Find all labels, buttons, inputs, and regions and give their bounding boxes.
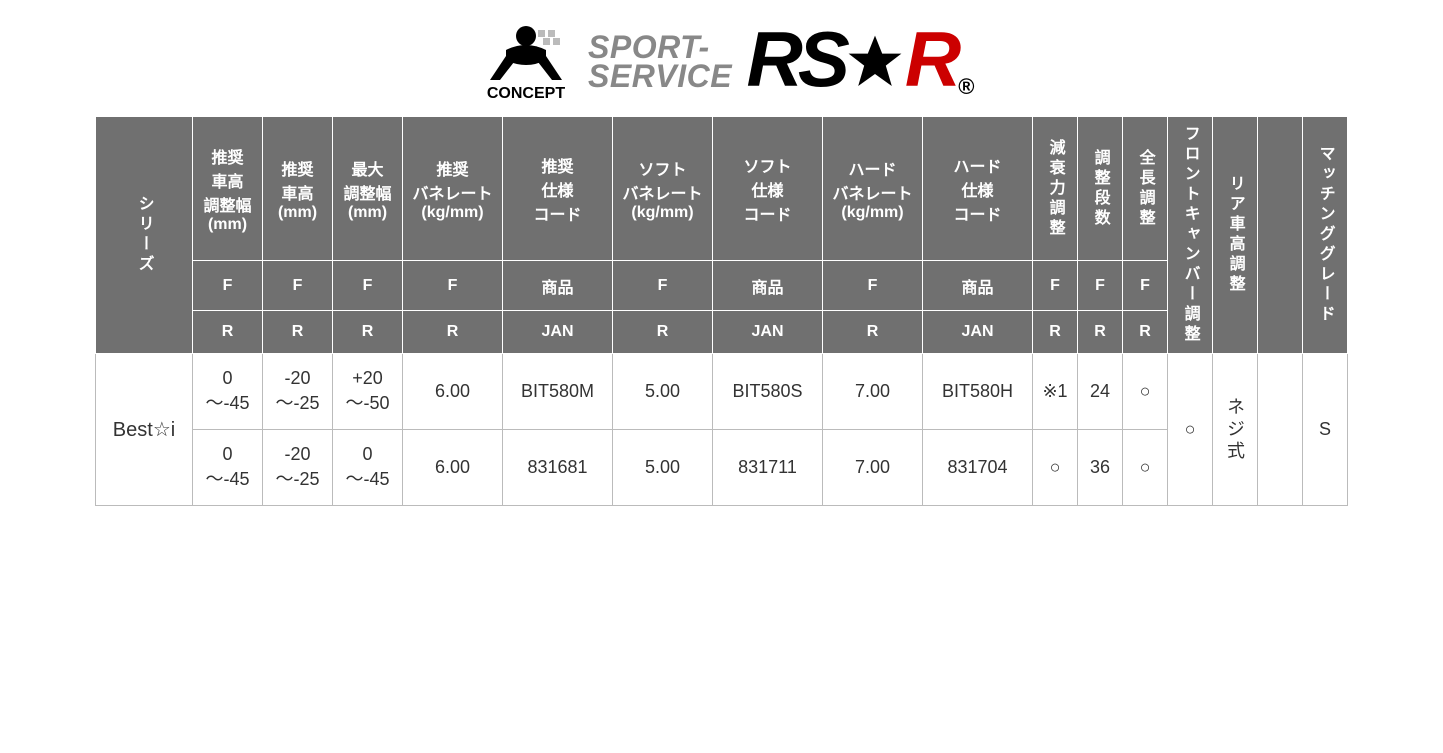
hdr-empty [1258, 117, 1303, 354]
cell: 0～-45 [193, 430, 263, 506]
cell: 831681 [503, 430, 613, 506]
cell: +20～-50 [333, 354, 403, 430]
hdr-col-7: ハードバネレート(kg/mm) [823, 117, 923, 261]
cell: ○ [1123, 354, 1168, 430]
hdr-r-11: R [1123, 311, 1168, 354]
cell: BIT580S [713, 354, 823, 430]
cell: 5.00 [613, 354, 713, 430]
cell: ○ [1033, 430, 1078, 506]
hdr-col-4: 推奨仕様コード [503, 117, 613, 261]
cell-matching: S [1303, 354, 1348, 506]
cell: -20～-25 [263, 354, 333, 430]
hdr-col-8: ハード仕様コード [923, 117, 1033, 261]
spec-table: シリーズ 推奨車高調整幅(mm) 推奨車高(mm) 最大調整幅(mm) 推奨バネ… [95, 116, 1348, 506]
concept-logo: CONCEPT [476, 22, 576, 102]
hdr-f-7: F [823, 261, 923, 311]
hdr-f-3: F [403, 261, 503, 311]
rsr-logo: RSR® [746, 20, 967, 104]
hdr-f-9: F [1033, 261, 1078, 311]
hdr-r-3: R [403, 311, 503, 354]
concept-label: CONCEPT [486, 85, 564, 102]
table-body: Best☆i 0～-45 -20～-25 +20～-50 6.00 BIT580… [96, 354, 1348, 506]
rsr-red-r: R [905, 20, 956, 98]
hdr-col-6: ソフト仕様コード [713, 117, 823, 261]
hdr-r-2: R [333, 311, 403, 354]
hdr-col-5: ソフトバネレート(kg/mm) [613, 117, 713, 261]
hdr-f-2: F [333, 261, 403, 311]
cell: 0～-45 [333, 430, 403, 506]
sport-line-2: SERVICE [588, 58, 732, 94]
hdr-col-0: 推奨車高調整幅(mm) [193, 117, 263, 261]
hdr-r-9: R [1033, 311, 1078, 354]
cell: -20～-25 [263, 430, 333, 506]
cell: 7.00 [823, 430, 923, 506]
registered-mark: ® [958, 76, 969, 98]
hdr-front-camber: フロントキャンバー調整 [1168, 117, 1213, 354]
cell: 831704 [923, 430, 1033, 506]
cell: 24 [1078, 354, 1123, 430]
cell-series: Best☆i [96, 354, 193, 506]
cell: 7.00 [823, 354, 923, 430]
cell: BIT580H [923, 354, 1033, 430]
cell: 36 [1078, 430, 1123, 506]
hdr-f-11: F [1123, 261, 1168, 311]
cell: ○ [1123, 430, 1168, 506]
hdr-f-8: 商品 [923, 261, 1033, 311]
cell: 5.00 [613, 430, 713, 506]
hdr-rear-height: リア車高調整 [1213, 117, 1258, 354]
cell: ※1 [1033, 354, 1078, 430]
hdr-matching: マッチンググレード [1303, 117, 1348, 354]
cell-empty [1258, 354, 1303, 506]
table-row: 0～-45 -20～-25 0～-45 6.00 831681 5.00 831… [96, 430, 1348, 506]
hdr-r-5: R [613, 311, 713, 354]
hdr-f-5: F [613, 261, 713, 311]
logo-bar: CONCEPT SPORT- SERVICE RSR® [20, 20, 1423, 104]
hdr-r-8: JAN [923, 311, 1033, 354]
cell: BIT580M [503, 354, 613, 430]
hdr-r-0: R [193, 311, 263, 354]
star-icon [845, 26, 905, 104]
hdr-col-9: 減衰力調整 [1033, 117, 1078, 261]
hdr-col-3: 推奨バネレート(kg/mm) [403, 117, 503, 261]
cell: 6.00 [403, 430, 503, 506]
hdr-r-6: JAN [713, 311, 823, 354]
hdr-f-4: 商品 [503, 261, 613, 311]
hdr-r-7: R [823, 311, 923, 354]
hdr-col-10: 調整段数 [1078, 117, 1123, 261]
hdr-r-4: JAN [503, 311, 613, 354]
hdr-f-10: F [1078, 261, 1123, 311]
cell-rear-height: ネジ式 [1213, 354, 1258, 506]
hdr-f-1: F [263, 261, 333, 311]
hdr-col-2: 最大調整幅(mm) [333, 117, 403, 261]
cell: 0～-45 [193, 354, 263, 430]
hdr-col-1: 推奨車高(mm) [263, 117, 333, 261]
hdr-r-1: R [263, 311, 333, 354]
hdr-col-11: 全長調整 [1123, 117, 1168, 261]
hdr-f-6: 商品 [713, 261, 823, 311]
cell: 831711 [713, 430, 823, 506]
cell: 6.00 [403, 354, 503, 430]
table-header: シリーズ 推奨車高調整幅(mm) 推奨車高(mm) 最大調整幅(mm) 推奨バネ… [96, 117, 1348, 354]
hdr-series: シリーズ [96, 117, 193, 354]
hdr-f-0: F [193, 261, 263, 311]
sport-service-logo: SPORT- SERVICE [588, 33, 732, 91]
hdr-r-10: R [1078, 311, 1123, 354]
rsr-rs: RS [746, 15, 844, 103]
table-row: Best☆i 0～-45 -20～-25 +20～-50 6.00 BIT580… [96, 354, 1348, 430]
cell-front-camber: ○ [1168, 354, 1213, 506]
